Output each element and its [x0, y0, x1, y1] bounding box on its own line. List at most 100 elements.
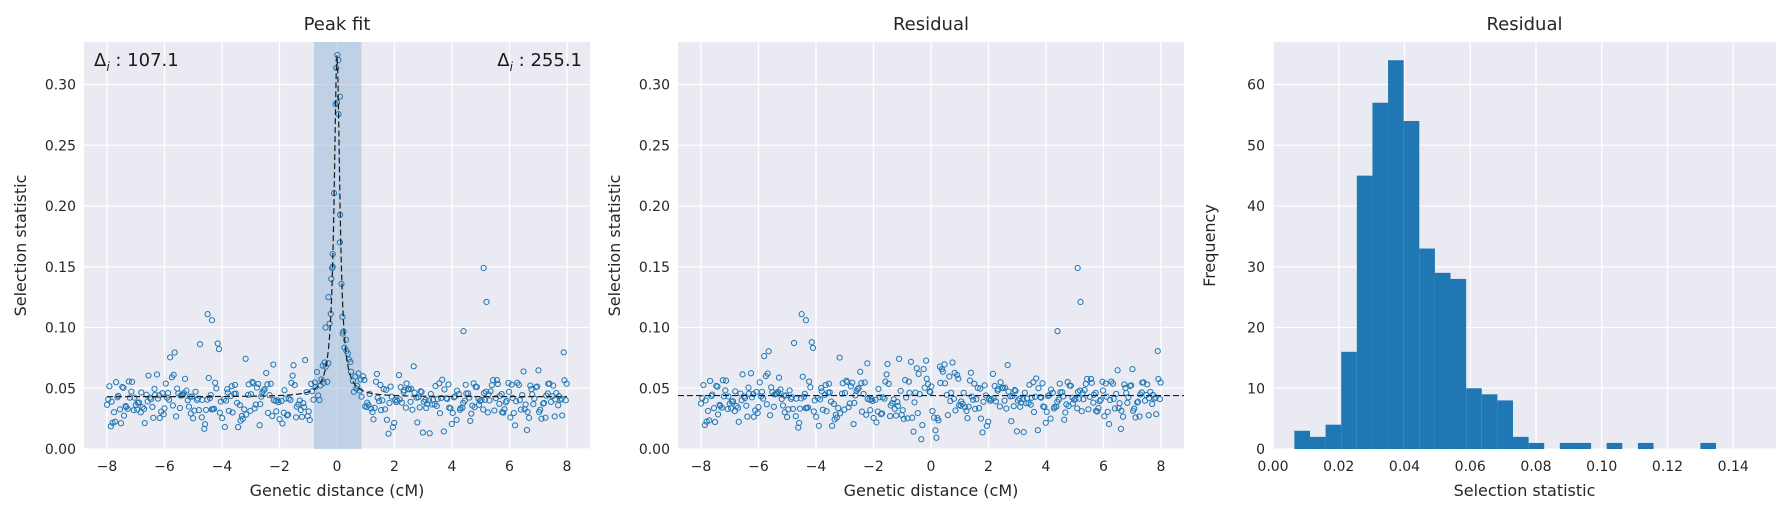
data-point [706, 417, 713, 424]
data-point [747, 370, 755, 377]
histogram-bar [1466, 388, 1482, 449]
data-point [1016, 395, 1023, 402]
data-point [339, 330, 346, 337]
data-point [932, 427, 939, 434]
data-point [923, 357, 930, 364]
data-point [1037, 393, 1044, 401]
data-point [306, 417, 313, 424]
y-tick-label: 0.00 [45, 442, 76, 458]
data-point [745, 384, 752, 391]
data-point [745, 390, 753, 397]
data-point [336, 239, 343, 246]
data-point [825, 380, 833, 387]
data-point [911, 399, 918, 406]
data-point [352, 373, 359, 380]
data-point [328, 275, 335, 283]
data-point [725, 393, 732, 400]
data-point [311, 379, 318, 386]
data-point [339, 313, 346, 320]
data-point [494, 380, 501, 388]
data-point [1136, 413, 1143, 420]
data-point [927, 388, 934, 396]
data-point [919, 421, 926, 429]
data-point [219, 414, 226, 422]
data-point [770, 403, 778, 410]
residual-histogram-tick-labels: 0.00 0.02 0.04 0.06 0.08 0.10 0.12 0.14 0 10 20 30 4… [1247, 78, 1749, 475]
data-point [487, 388, 494, 395]
y-tick-label: 30 [1247, 260, 1265, 276]
data-point [1138, 389, 1145, 396]
data-point [877, 411, 885, 418]
data-point [125, 378, 132, 385]
data-point [433, 402, 440, 409]
data-point [885, 380, 892, 387]
data-point [445, 381, 452, 388]
data-point [873, 419, 880, 426]
data-point [1090, 391, 1097, 398]
data-point [300, 400, 307, 407]
data-point [975, 405, 983, 412]
data-point [1061, 416, 1068, 423]
data-point [140, 405, 148, 413]
data-point [519, 392, 526, 399]
data-point [802, 317, 810, 324]
data-point [845, 404, 852, 411]
data-point [509, 394, 516, 401]
data-point [734, 404, 742, 411]
data-point [423, 404, 430, 412]
data-point [713, 382, 720, 389]
data-point [383, 386, 390, 393]
data-point [1019, 396, 1027, 403]
data-point [837, 410, 844, 417]
histogram-bar [1497, 400, 1513, 449]
data-point [146, 394, 154, 401]
data-point [225, 407, 232, 415]
data-point [275, 399, 282, 406]
data-point [735, 418, 742, 425]
data-point [954, 371, 961, 379]
data-point [139, 404, 146, 411]
data-point [1157, 379, 1164, 386]
data-point [289, 372, 296, 379]
histogram-bar [1559, 442, 1576, 449]
histogram-bar [1419, 248, 1435, 449]
data-point [750, 413, 757, 420]
data-point [385, 430, 392, 437]
data-point [106, 383, 113, 390]
y-tick-label: 0.15 [45, 260, 76, 276]
data-point [256, 422, 263, 429]
data-point [313, 368, 321, 376]
data-point [1062, 409, 1069, 416]
data-point [905, 378, 912, 385]
data-point [525, 414, 533, 421]
data-point [205, 374, 212, 382]
data-point [273, 408, 280, 415]
data-point [941, 361, 948, 368]
data-point [319, 362, 326, 369]
data-point [1118, 407, 1125, 414]
data-point [813, 413, 820, 420]
data-point [473, 383, 480, 391]
data-point [276, 416, 283, 423]
data-point [308, 380, 315, 387]
data-point [818, 388, 825, 395]
residual-scatter-tick-labels: −8 −6 −4 −2 0 2 4 6 8 0.00 0.05 0.10 0.15 0.20 0.25 0.3… [639, 78, 1166, 475]
data-point [320, 379, 327, 387]
data-point [480, 264, 487, 272]
data-point [754, 409, 761, 417]
x-tick-label: 0.14 [1718, 459, 1749, 475]
data-point [722, 377, 730, 384]
data-point [1096, 398, 1103, 405]
data-point [520, 368, 527, 375]
data-point [229, 409, 236, 416]
data-point [436, 410, 444, 417]
data-point [214, 340, 221, 347]
data-point [378, 407, 385, 414]
data-point [360, 373, 367, 380]
data-point [131, 394, 138, 401]
data-point [560, 349, 567, 356]
data-point [950, 395, 958, 402]
data-point [1080, 396, 1087, 403]
data-point [850, 420, 857, 428]
